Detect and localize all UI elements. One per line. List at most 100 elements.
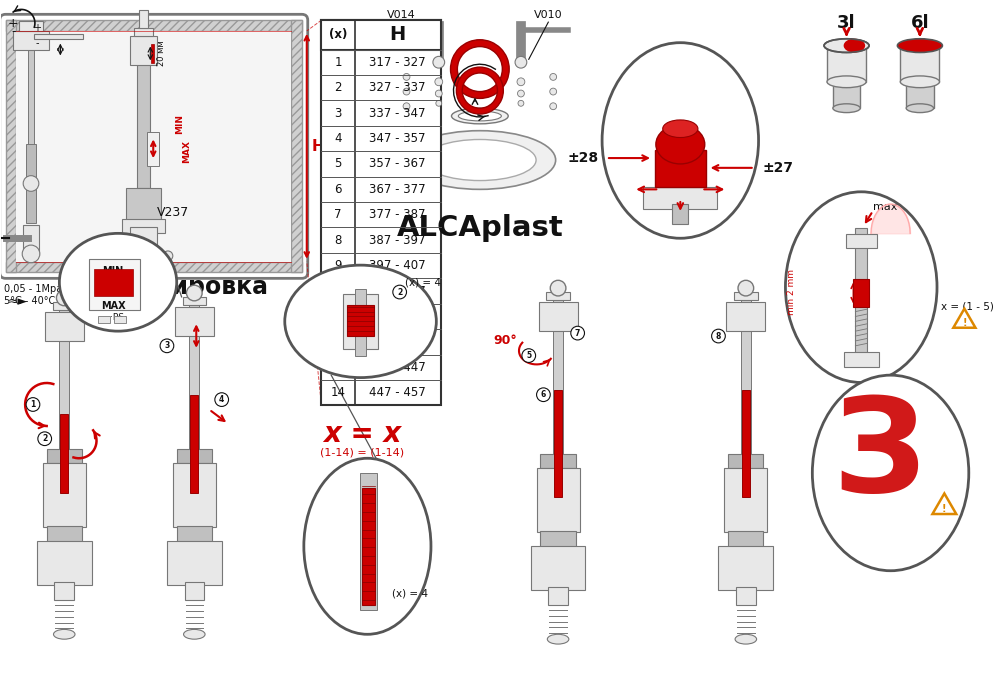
Text: H: H [390,26,406,44]
Text: 317 - 327: 317 - 327 [369,56,426,69]
Bar [114,317,126,324]
Text: max: max [873,202,897,212]
Text: -: - [35,39,39,48]
Circle shape [163,251,173,261]
Text: 1: 1 [334,56,342,69]
Text: ±28: ±28 [567,151,598,165]
Text: 6: 6 [334,183,342,196]
Bar [139,10,148,28]
Ellipse shape [424,139,536,181]
Bar [734,292,758,300]
Circle shape [550,103,557,110]
Text: V010: V010 [534,10,563,20]
Polygon shape [932,493,956,514]
Bar [540,454,576,468]
Circle shape [518,90,524,97]
Ellipse shape [906,104,934,112]
Text: 7: 7 [575,328,580,337]
Bar [130,228,157,245]
Circle shape [26,397,40,411]
Bar [906,82,934,108]
Text: З: З [832,392,926,519]
Text: 7: 7 [334,208,342,221]
Bar [126,188,161,228]
Text: -: - [11,26,16,39]
Bar [833,82,860,108]
Text: (x): (x) [329,28,347,41]
Bar [321,20,441,406]
Text: 14: 14 [331,386,346,400]
Text: 20 мм: 20 мм [157,41,166,66]
Bar [185,582,204,600]
Text: (x) = 4: (x) = 4 [405,277,441,287]
Text: 8: 8 [334,234,342,247]
Bar [672,204,688,224]
Bar [6,262,302,273]
Circle shape [435,90,442,97]
Circle shape [393,285,407,299]
Bar [16,31,291,262]
Circle shape [403,88,410,95]
Bar [643,188,717,209]
Bar [827,46,866,82]
Text: 367 - 377: 367 - 377 [369,183,426,196]
Polygon shape [953,308,975,328]
Bar [37,542,92,585]
Circle shape [403,73,410,80]
Text: 0,05 - 1Mpa
5°C - 40°C: 0,05 - 1Mpa 5°C - 40°C [4,284,62,306]
Text: ≈►: ≈► [8,295,28,308]
Ellipse shape [602,43,759,238]
Bar [94,268,133,296]
Text: (x) = 4: (x) = 4 [392,588,428,598]
Circle shape [139,251,148,261]
Bar [189,297,199,517]
Text: ·PS·: ·PS· [110,313,126,322]
Circle shape [403,103,410,110]
Bar [548,587,568,605]
Bar [43,463,86,526]
Text: (1-14) = (1-14): (1-14) = (1-14) [320,447,405,457]
Bar [531,546,585,590]
Bar [130,36,157,65]
Text: 2: 2 [334,81,342,94]
Bar [19,21,43,31]
Bar [355,289,366,355]
Text: 377 - 387: 377 - 387 [369,208,426,221]
Text: 417 - 427: 417 - 427 [369,310,426,323]
Text: MIN: MIN [175,114,184,134]
Text: x = (1 - 5): x = (1 - 5) [941,302,994,312]
Circle shape [522,348,536,362]
Circle shape [436,100,442,106]
Text: 6: 6 [541,391,546,400]
Circle shape [518,100,524,106]
Bar [846,235,877,248]
Circle shape [215,393,229,406]
Bar [26,144,36,223]
Text: !: ! [942,504,947,513]
Text: 13: 13 [331,361,346,374]
Text: 5: 5 [334,157,342,170]
Bar [177,449,212,463]
Text: ±27: ±27 [762,161,793,175]
Text: 2: 2 [397,288,402,297]
Text: 387 - 397: 387 - 397 [369,234,426,247]
Bar [728,454,763,468]
Bar [6,20,16,273]
Bar [13,31,49,50]
Ellipse shape [827,76,866,88]
Ellipse shape [735,634,757,644]
Circle shape [114,251,124,261]
Circle shape [515,57,527,68]
Bar [900,46,939,82]
Bar [177,526,212,543]
Text: 5: 5 [526,351,531,360]
Text: 3l: 3l [837,14,856,32]
Circle shape [571,326,584,340]
Ellipse shape [663,120,698,137]
Bar [47,526,82,543]
Ellipse shape [404,130,556,189]
Bar [173,463,216,526]
Bar [553,292,563,522]
Bar [321,20,441,50]
Text: 407 - 417: 407 - 417 [369,284,426,297]
